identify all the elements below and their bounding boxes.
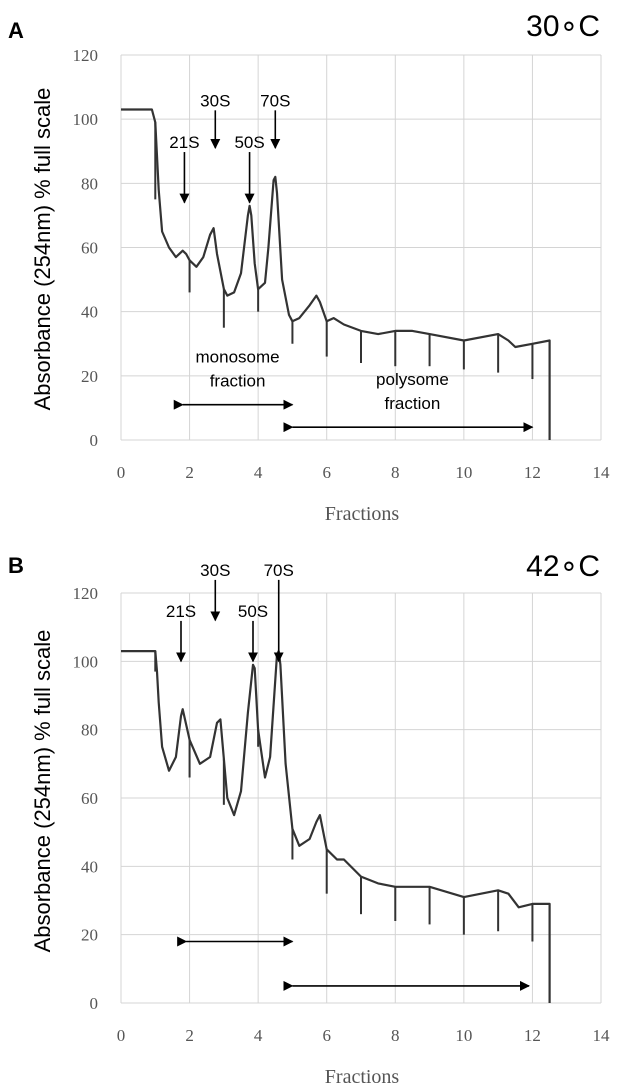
peak-labels: 21S 30S 50S 70S xyxy=(166,561,294,663)
y-tick-label: 100 xyxy=(73,110,99,129)
x-tick-label: 2 xyxy=(185,1026,194,1045)
x-tick-label: 6 xyxy=(322,1026,331,1045)
peak-label: 50S xyxy=(238,602,268,621)
x-tick-label: 10 xyxy=(455,1026,472,1045)
y-ticks: 0 20 40 60 80 100 120 xyxy=(73,46,99,450)
fraction-ranges: monosome fraction polysome fraction xyxy=(173,348,534,433)
y-axis-title: Absorbance (254nm) % full scale xyxy=(30,630,55,953)
x-tick-label: 2 xyxy=(185,463,194,482)
y-tick-label: 120 xyxy=(73,46,99,65)
range-label: fraction xyxy=(385,394,441,413)
peak-label: 21S xyxy=(169,133,199,152)
y-tick-label: 40 xyxy=(81,857,98,876)
x-tick-label: 10 xyxy=(455,463,472,482)
y-ticks: 0 20 40 60 80 100 120 xyxy=(73,584,99,1013)
y-tick-label: 60 xyxy=(81,239,98,258)
panel-a: A 30∘C Absorbance (254nm) % full scale F… xyxy=(8,10,610,525)
x-tick-label: 8 xyxy=(391,1026,400,1045)
x-axis-title: Fractions xyxy=(325,1066,400,1088)
panel-letter: A xyxy=(8,18,24,43)
x-tick-label: 12 xyxy=(524,463,541,482)
x-tick-label: 8 xyxy=(391,463,400,482)
absorbance-curve xyxy=(121,108,551,440)
peak-label: 70S xyxy=(260,91,290,110)
range-label: monosome xyxy=(196,348,280,367)
grid xyxy=(120,54,602,441)
x-tick-label: 4 xyxy=(254,463,263,482)
absorbance-curve xyxy=(121,650,551,1003)
x-tick-label: 14 xyxy=(593,1026,611,1045)
x-tick-label: 12 xyxy=(524,1026,541,1045)
y-tick-label: 60 xyxy=(81,789,98,808)
x-tick-label: 4 xyxy=(254,1026,263,1045)
fraction-marks xyxy=(154,651,534,942)
fraction-marks xyxy=(154,122,534,380)
y-tick-label: 80 xyxy=(81,721,98,740)
peak-label: 30S xyxy=(200,91,230,110)
x-tick-label: 14 xyxy=(593,463,611,482)
range-label: fraction xyxy=(210,372,266,391)
panel-letter: B xyxy=(8,553,24,578)
y-tick-label: 0 xyxy=(90,994,99,1013)
y-axis-title: Absorbance (254nm) % full scale xyxy=(30,88,55,411)
y-tick-label: 100 xyxy=(73,652,99,671)
y-tick-label: 80 xyxy=(81,174,98,193)
temperature-label: 42∘C xyxy=(526,550,600,583)
grid xyxy=(120,592,602,1004)
panel-b: B 42∘C Absorbance (254nm) % full scale F… xyxy=(8,550,610,1088)
y-tick-label: 20 xyxy=(81,926,98,945)
peak-label: 30S xyxy=(200,561,230,580)
y-tick-label: 20 xyxy=(81,367,98,386)
peak-label: 21S xyxy=(166,602,196,621)
temperature-label: 30∘C xyxy=(526,10,600,43)
range-label: polysome xyxy=(376,370,449,389)
x-ticks: 0 2 4 6 8 10 12 14 xyxy=(117,1026,610,1045)
y-tick-label: 40 xyxy=(81,303,98,322)
y-tick-label: 0 xyxy=(90,431,99,450)
x-tick-label: 6 xyxy=(322,463,331,482)
y-tick-label: 120 xyxy=(73,584,99,603)
fraction-ranges xyxy=(177,936,530,991)
peak-label: 50S xyxy=(234,133,264,152)
x-tick-label: 0 xyxy=(117,1026,126,1045)
x-axis-title: Fractions xyxy=(325,503,400,525)
peak-label: 70S xyxy=(264,561,294,580)
x-tick-label: 0 xyxy=(117,463,126,482)
x-ticks: 0 2 4 6 8 10 12 14 xyxy=(117,463,610,482)
peak-labels: 21S 30S 50S 70S xyxy=(169,91,290,204)
